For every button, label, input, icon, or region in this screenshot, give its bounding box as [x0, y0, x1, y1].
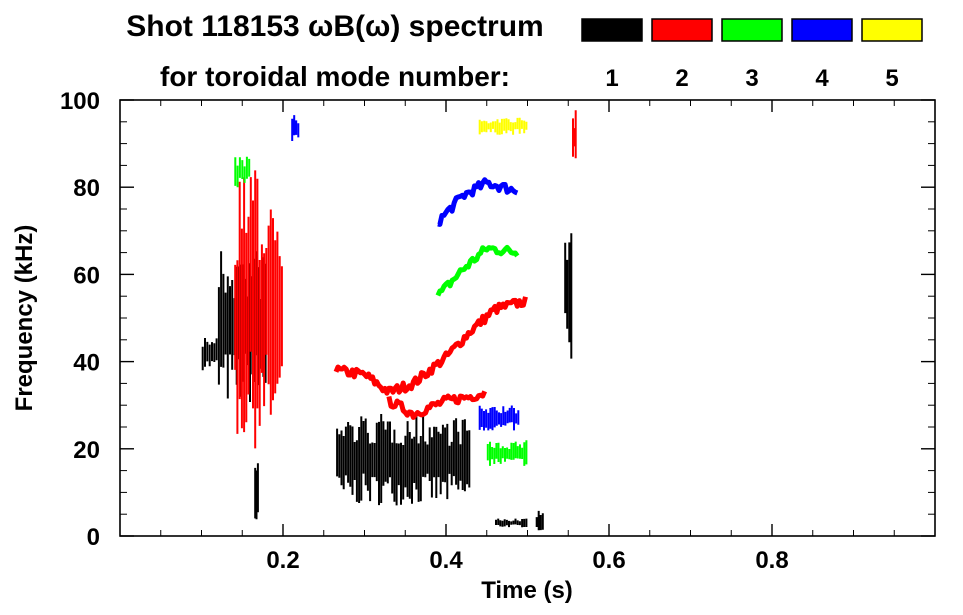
trace-upper-2 — [333, 296, 528, 396]
y-tick-label: 60 — [73, 262, 100, 289]
y-axis: 0 20 40 60 80 100 — [60, 88, 935, 551]
chart-title-line2: for toroidal mode number: — [160, 61, 510, 92]
band-3-1 — [234, 156, 251, 188]
legend-swatch-1 — [581, 18, 643, 42]
legend-swatch-4 — [791, 18, 853, 42]
band-2-2 — [572, 110, 577, 159]
trace-4 — [437, 177, 519, 227]
x-tick-label: 0.4 — [429, 547, 463, 574]
band-4-1 — [478, 405, 520, 431]
series-4 — [291, 115, 520, 431]
legend-swatch-3 — [721, 18, 783, 42]
band-2-1 — [234, 170, 283, 449]
minor-ticks — [120, 100, 935, 536]
band-4-2 — [291, 115, 300, 141]
y-tick-label: 20 — [73, 437, 100, 464]
band-1-7 — [564, 233, 573, 359]
y-tick-label: 80 — [73, 175, 100, 202]
data-layer — [201, 110, 577, 531]
band-1-6 — [535, 510, 544, 531]
x-axis-label: Time (s) — [481, 577, 573, 604]
y-tick-label: 40 — [73, 350, 100, 377]
legend-label-4: 4 — [815, 65, 829, 92]
band-1-1 — [201, 338, 218, 371]
band-1-3 — [254, 463, 259, 520]
series-3 — [234, 156, 528, 466]
band-1-4 — [336, 414, 471, 506]
y-tick-label: 100 — [60, 88, 100, 115]
legend-label-5: 5 — [885, 65, 898, 92]
legend-swatch-2 — [651, 18, 713, 42]
x-axis: 0.2 0.4 0.6 0.8 — [266, 100, 789, 574]
legend-label-2: 2 — [675, 65, 688, 92]
legend-label-3: 3 — [745, 65, 758, 92]
legend: 1 2 3 4 5 — [581, 18, 923, 92]
series-2 — [234, 110, 577, 449]
trace-lower-2 — [386, 390, 488, 420]
y-tick-label: 0 — [87, 524, 100, 551]
chart-title-line1: Shot 118153 ωB(ω) spectrum — [126, 10, 543, 43]
legend-label-1: 1 — [605, 65, 618, 92]
y-axis-label: Frequency (kHz) — [11, 225, 38, 412]
band-1-5 — [495, 518, 528, 528]
series-5 — [478, 117, 528, 135]
x-tick-label: 0.8 — [755, 547, 788, 574]
band-5-1 — [478, 117, 528, 135]
legend-swatch-5 — [861, 18, 923, 42]
trace-3 — [435, 244, 520, 297]
x-tick-label: 0.2 — [266, 547, 299, 574]
x-tick-label: 0.6 — [592, 547, 625, 574]
band-3-2 — [486, 440, 528, 466]
